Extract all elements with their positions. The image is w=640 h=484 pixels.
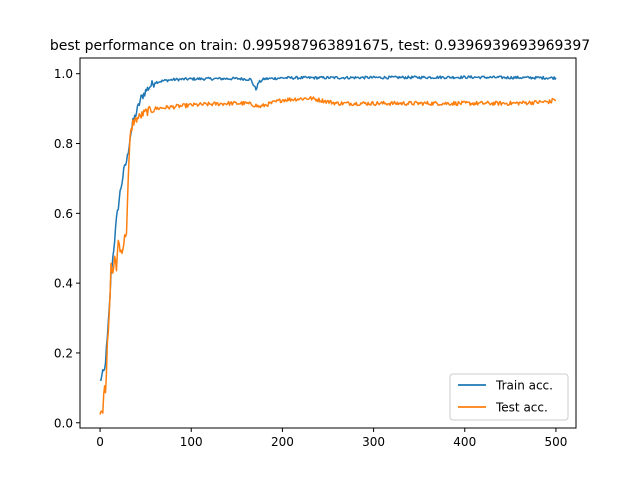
legend-label-test: Test acc.: [495, 401, 548, 415]
y-tick-label: 0.8: [54, 137, 73, 151]
series-layer: [99, 75, 557, 415]
chart-title: best performance on train: 0.99598796389…: [50, 38, 590, 54]
x-tick-label: 0: [96, 435, 104, 449]
x-tick-label: 300: [362, 435, 385, 449]
y-tick-label: 1.0: [54, 67, 73, 81]
y-tick-label: 0.4: [54, 277, 73, 291]
x-tick-label: 500: [544, 435, 567, 449]
legend: Train acc. Test acc.: [449, 373, 569, 421]
legend-label-train: Train acc.: [495, 379, 553, 393]
x-tick-label: 200: [271, 435, 294, 449]
plot-frame: [79, 57, 577, 429]
y-tick-label: 0.6: [54, 207, 73, 221]
x-axis: 0 100 200 300 400 500: [96, 428, 567, 449]
y-axis: 0.0 0.2 0.4 0.6 0.8 1.0: [54, 67, 80, 430]
x-tick-label: 400: [453, 435, 476, 449]
x-tick-label: 100: [180, 435, 203, 449]
y-tick-label: 0.0: [54, 416, 73, 430]
train-acc-line: [99, 75, 557, 381]
y-tick-label: 0.2: [54, 346, 73, 360]
test-acc-line: [99, 95, 556, 415]
